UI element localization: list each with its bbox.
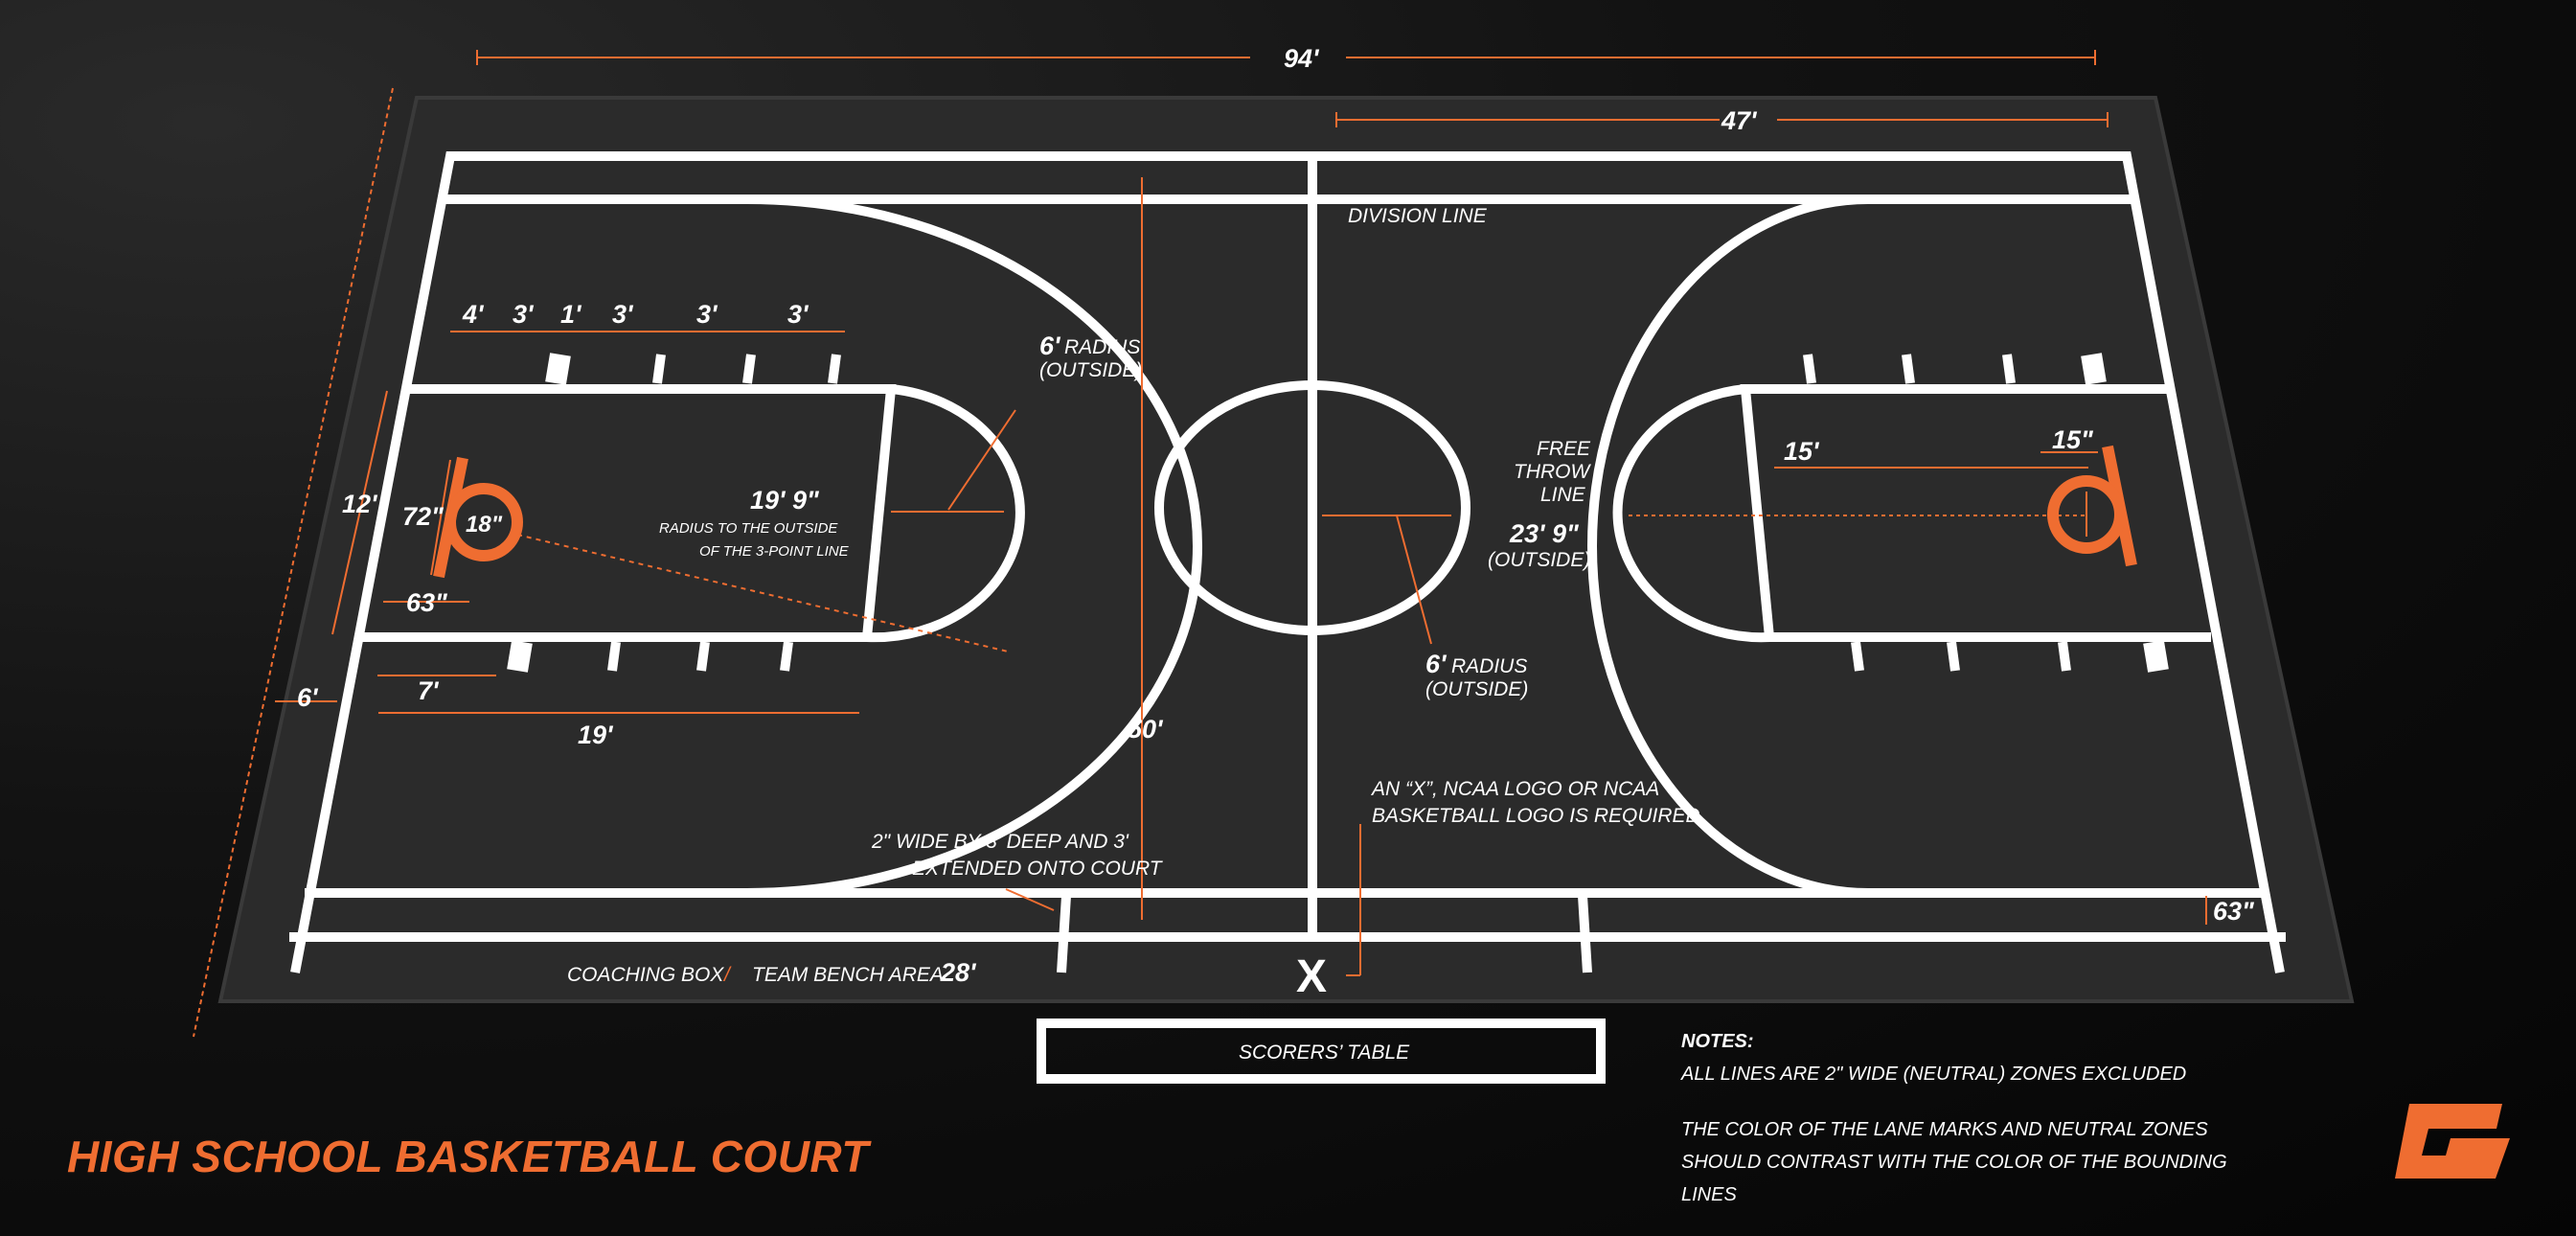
rim-offset-label: 72" [402, 502, 445, 531]
notes-gap [1681, 1090, 2294, 1113]
center-radius-outside: (OUTSIDE) [1425, 678, 1528, 700]
center-circle [1154, 380, 1470, 635]
lane-space-mark [828, 354, 841, 384]
right-three-point-arc [1587, 195, 2268, 898]
coaching-box-dim: 28' [940, 958, 977, 987]
coaching-separator: / [722, 964, 732, 986]
center-radius-word: RADIUS [1451, 655, 1527, 677]
three-point-note-2: OF THE 3-POINT LINE [699, 543, 850, 560]
notes-block: NOTES: ALL LINES ARE 2" WIDE (NEUTRAL) Z… [1681, 1025, 2294, 1211]
coaching-box-label: COACHING BOX [567, 964, 724, 986]
lane-space-mark [1803, 354, 1816, 384]
page-title: HIGH SCHOOL BASKETBALL COURT [67, 1132, 869, 1181]
scorers-table-label: SCORERS’ TABLE [1239, 1041, 1410, 1064]
ft-radius-word: RADIUS [1064, 336, 1140, 358]
lane-space-mark [2081, 353, 2107, 385]
coaching-box-tick-right [1578, 895, 1592, 973]
lane-space-mark [2143, 640, 2169, 673]
division-line-label: DIVISION LINE [1348, 205, 1488, 227]
notes-line-2: THE COLOR OF THE LANE MARKS AND NEUTRAL … [1681, 1119, 2208, 1140]
free-throw-label-2: THROW [1514, 461, 1591, 483]
three-outside-paren: (OUTSIDE) [1488, 549, 1590, 571]
notes-line-3: SHOULD CONTRAST WITH THE COLOR OF THE BO… [1681, 1152, 2227, 1173]
three-point-note-1: RADIUS TO THE OUTSIDE [659, 520, 838, 537]
three-point-radius-label: 19' 9" [750, 486, 820, 515]
left-three-point-arc [305, 195, 1202, 898]
hash-note-2: EXTENDED ONTO COURT [912, 858, 1164, 880]
hash-3b-label: 3' [612, 300, 634, 329]
lane-space-mark [1947, 641, 1960, 672]
center-radius-pointer [1396, 515, 1432, 645]
lane-space-mark [507, 640, 533, 673]
rim-diameter-label: 18" [466, 512, 503, 538]
bench-depth-label: 6' [297, 683, 319, 712]
notes-line-1: ALL LINES ARE 2" WIDE (NEUTRAL) ZONES EX… [1681, 1064, 2187, 1085]
hash-note-pointer [1005, 888, 1055, 911]
lane-space-mark [607, 641, 621, 672]
lane-space-mark [2058, 641, 2071, 672]
lane-12-dim-line [331, 390, 388, 635]
x-mark: X [1296, 951, 1327, 1002]
corner-7-label: 7' [418, 676, 440, 705]
hash-1-label: 1' [560, 300, 582, 329]
left-rim [445, 483, 523, 561]
free-throw-label-1: FREE [1537, 438, 1591, 460]
team-bench-label: TEAM BENCH AREA [752, 964, 944, 986]
ft-radius-pointer [947, 409, 1016, 511]
left-free-throw-circle [866, 384, 1025, 643]
boundary-line [290, 151, 2285, 973]
lane-space-mark [1902, 354, 1915, 384]
lane-space-mark [652, 354, 666, 384]
hash-3d-label: 3' [787, 300, 809, 329]
lane-width-label: 12' [342, 490, 378, 518]
left-lane [362, 384, 897, 642]
coaching-box-tick-left [1057, 895, 1071, 973]
corner-three-label: 63" [2213, 897, 2255, 926]
logo-note-2: BASKETBALL LOGO IS REQUIRED. [1372, 805, 1706, 827]
notes-heading: NOTES: [1681, 1031, 1754, 1052]
lane-space-mark [696, 641, 710, 672]
backboard-to-rim-label: 15" [2052, 425, 2094, 454]
hash-3-label: 3' [513, 300, 535, 329]
length-94-label: 94' [1284, 44, 1320, 73]
ft-to-backboard-label: 15' [1784, 437, 1820, 466]
ft-radius-value: 6' [1039, 332, 1061, 360]
rim-72-dim-line [430, 459, 451, 576]
lane-space-mark [1851, 641, 1864, 672]
left-basket [433, 456, 523, 579]
g-brand-logo-icon [2395, 1104, 2510, 1179]
ft-radius-outside: (OUTSIDE) [1039, 359, 1142, 381]
free-throw-label-3: LINE [1540, 484, 1586, 506]
scorers-table [1037, 1019, 1606, 1084]
rim-setback-label: 63" [406, 588, 448, 617]
center-radius-value: 6' [1425, 650, 1448, 678]
lane-space-mark [2002, 354, 2016, 384]
perspective-guide-line [193, 87, 394, 1038]
court-floor [217, 96, 2355, 1003]
logo-note-1: AN “X”, NCAA LOGO OR NCAA [1370, 778, 1659, 800]
lane-space-mark [545, 353, 571, 385]
right-lane [1740, 384, 2211, 642]
right-free-throw-circle [1612, 384, 1770, 643]
lane-space-mark [780, 641, 793, 672]
lane-space-mark [742, 354, 756, 384]
hash-3c-label: 3' [696, 300, 718, 329]
width-50-label: 50' [1128, 715, 1164, 744]
hash-4-label: 4' [462, 300, 485, 329]
three-point-radius-line [516, 534, 1009, 652]
ft-19-label: 19' [578, 721, 614, 749]
length-47-label: 47' [1721, 106, 1758, 135]
three-outside-radius-label: 23' 9" [1509, 519, 1580, 548]
notes-line-4: LINES [1681, 1184, 1737, 1205]
hash-note-1: 2" WIDE BY 3' DEEP AND 3' [871, 831, 1129, 853]
